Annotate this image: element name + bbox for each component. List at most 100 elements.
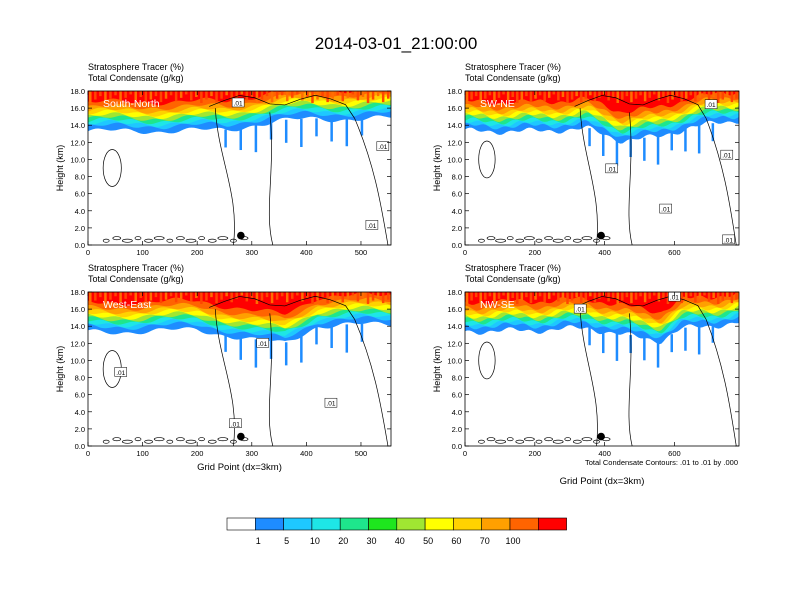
colorbar-swatch xyxy=(481,517,511,531)
tracer-streak xyxy=(538,91,542,96)
tracer-streak xyxy=(376,292,380,298)
x-tick-label: 600 xyxy=(668,248,681,257)
contour-label: .01 xyxy=(258,341,267,348)
contour-label: .01 xyxy=(231,421,240,428)
tracer-drip xyxy=(239,336,242,360)
panel-title-condensate: Total Condensate (g/kg) xyxy=(465,73,561,83)
contour-label-box xyxy=(229,418,242,429)
y-tick-label: 4.0 xyxy=(75,207,85,216)
tracer-streak xyxy=(280,91,284,96)
tracer-streak xyxy=(255,292,259,304)
tracer-streak xyxy=(497,91,501,98)
tracer-streak xyxy=(326,91,329,103)
tracer-streak xyxy=(159,91,163,103)
colorbar: 1 5 10 20 30 40 50 60 70 100 xyxy=(226,517,567,546)
tracer-streak xyxy=(497,292,501,299)
tracer-streak xyxy=(321,292,324,298)
tracer-streak xyxy=(144,292,148,304)
tracer-streak xyxy=(285,292,289,303)
tracer-streak xyxy=(516,292,519,304)
tracer-streak xyxy=(351,292,355,296)
tracer-streak xyxy=(235,91,238,98)
tracer-streak xyxy=(730,91,734,103)
tracer-streak xyxy=(525,91,528,97)
tracer-streak xyxy=(570,91,574,100)
tracer-streak xyxy=(625,292,629,298)
contour-label: .01 xyxy=(707,102,716,109)
tracer-streak xyxy=(89,292,92,304)
x-tick-label: 400 xyxy=(300,449,313,458)
tracer-streak xyxy=(89,91,92,103)
colorbar-swatch xyxy=(537,517,567,531)
tracer-streak xyxy=(361,292,365,298)
contour-label-box xyxy=(720,149,734,160)
tracer-streak xyxy=(311,91,314,103)
tracer-streak xyxy=(144,91,148,103)
tracer-streak xyxy=(566,292,569,304)
tracer-streak xyxy=(643,292,647,303)
tracer-streak xyxy=(184,91,188,95)
tracer-streak xyxy=(366,292,370,304)
tracer-streak xyxy=(680,91,683,103)
tracer-streak xyxy=(511,91,514,97)
tracer-streak xyxy=(220,292,223,300)
tracer-streak xyxy=(529,91,533,103)
colorbar-label: 70 xyxy=(480,536,490,546)
tracer-streak xyxy=(625,91,629,97)
tracer-streak xyxy=(465,292,469,304)
tracer-streak xyxy=(707,91,711,101)
colorbar-swatch xyxy=(424,517,454,531)
plot-frame xyxy=(87,291,392,447)
tracer-streak xyxy=(336,91,339,96)
tracer-streak xyxy=(255,91,259,103)
x-tick-label: 600 xyxy=(668,449,681,458)
tracer-drip xyxy=(284,119,288,143)
contour-label: .01 xyxy=(116,370,125,377)
contour-label-box xyxy=(376,141,390,151)
tracer-streak xyxy=(662,292,665,298)
y-tick-label: 18.0 xyxy=(447,288,462,297)
y-axis-label: Height (km) xyxy=(432,145,442,192)
tracer-streak xyxy=(474,292,478,298)
contour-label-box xyxy=(722,234,735,245)
tracer-drip xyxy=(656,339,660,368)
section-label: South-North xyxy=(103,98,160,110)
tracer-drip xyxy=(684,128,687,152)
tracer-streak xyxy=(275,292,279,300)
tracer-streak xyxy=(119,91,122,102)
tracer-drip xyxy=(254,339,258,368)
tracer-streak xyxy=(386,292,390,300)
tracer-streak xyxy=(341,292,345,303)
colorbar-swatch xyxy=(396,517,426,531)
tracer-streak xyxy=(484,91,487,99)
tracer-streak xyxy=(634,91,638,99)
tracer-streak xyxy=(511,292,514,298)
tracer-drip xyxy=(300,334,303,363)
tracer-streak xyxy=(104,292,107,304)
y-tick-label: 10.0 xyxy=(447,155,462,164)
tracer-streak xyxy=(210,91,213,97)
tracer-streak xyxy=(129,292,132,296)
y-tick-label: 4.0 xyxy=(75,408,85,417)
tracer-streak xyxy=(104,91,107,103)
tracer-streak xyxy=(547,292,551,299)
colorbar-swatch xyxy=(226,517,256,531)
y-tick-label: 6.0 xyxy=(75,391,85,400)
y-tick-label: 8.0 xyxy=(75,173,85,182)
colorbar-label: 40 xyxy=(395,536,405,546)
tracer-streak xyxy=(190,292,193,302)
y-tick-label: 16.0 xyxy=(70,104,85,113)
colorbar-label: 5 xyxy=(284,536,289,546)
tracer-streak xyxy=(502,91,505,95)
tracer-streak xyxy=(159,292,163,304)
y-tick-label: 10.0 xyxy=(447,356,462,365)
tracer-streak xyxy=(301,91,304,101)
x-tick-label: 200 xyxy=(191,248,204,257)
y-tick-label: 16.0 xyxy=(70,305,85,314)
section-label: NW-SE xyxy=(480,299,515,311)
tracer-streak xyxy=(552,292,556,296)
tracer-streak xyxy=(648,91,651,98)
tracer-drip xyxy=(345,118,349,147)
panel-title-tracer: Stratosphere Tracer (%) xyxy=(88,62,184,72)
tracer-streak xyxy=(235,292,238,299)
